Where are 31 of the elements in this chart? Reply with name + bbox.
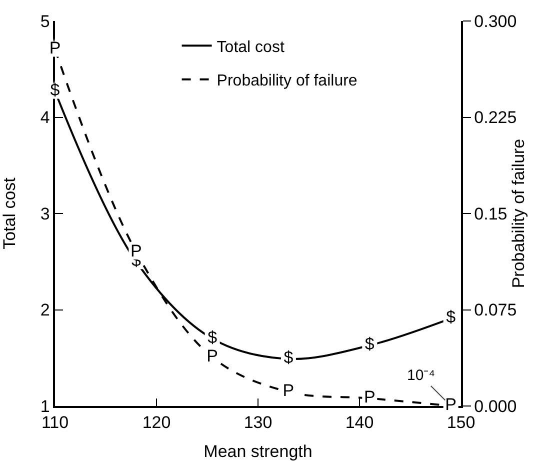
data-label: P [445,395,457,414]
data-label: $ [284,348,294,368]
data-label: $ [364,334,375,354]
data-label: $ [446,308,456,327]
data-label: P [49,38,61,58]
y2-tick-label: 0.300 [474,12,517,31]
y2-tick-label: 0.15 [474,204,508,224]
y2-axis-title: Probability of failure [509,138,528,288]
legend-label: Probability of failure [216,72,358,90]
data-label: $ [50,80,60,100]
y-axis-title: Total cost [0,177,19,250]
legend-label: Total cost [216,38,285,56]
x-axis-title: Mean strength [204,442,312,461]
x-tick-label: 110 [41,413,69,432]
y2-tick-label: 0.000 [474,396,517,416]
y-tick-label: 2 [40,300,50,320]
data-label: P [364,388,376,407]
data-label: P [206,346,218,366]
data-label: $ [208,328,218,347]
y-tick-label: 4 [40,108,50,128]
x-tick-label: 150 [446,413,476,432]
x-tick-label: 120 [142,413,171,432]
y2-tick-label: 0.075 [474,300,517,320]
y-tick-label: 5 [40,12,50,31]
data-label: P [282,381,294,400]
y-tick-label: 1 [40,396,50,416]
y2-tick-label: 0.225 [474,108,517,128]
y-tick-label: 3 [40,204,50,224]
x-tick-label: 130 [244,413,272,432]
annotation: 10⁻⁴ [407,367,436,384]
x-tick-label: 140 [345,413,374,432]
